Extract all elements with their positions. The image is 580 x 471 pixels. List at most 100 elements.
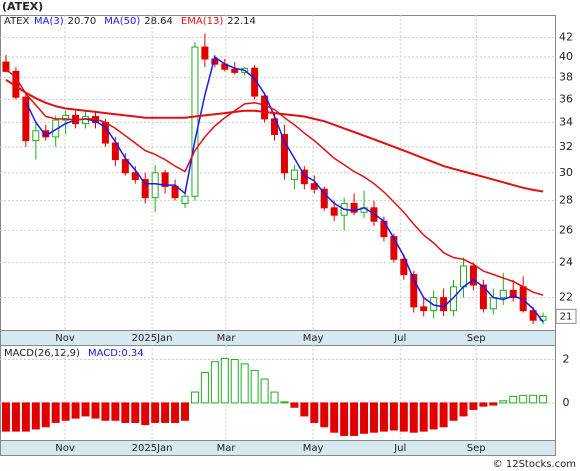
candle-body (489, 297, 497, 310)
y-tick-label: 40 (559, 50, 573, 63)
ma-line (25, 55, 544, 323)
macd-bar (200, 372, 209, 404)
candle-body (400, 258, 408, 276)
ma-line (5, 78, 544, 193)
legend-symbol: ATEX (4, 16, 29, 27)
chart-title: (ATEX) (2, 0, 43, 13)
macd-bar (190, 391, 199, 404)
y-tick-label: 32 (559, 140, 573, 153)
macd-bar (429, 402, 438, 430)
macd-bar (101, 402, 110, 421)
candle-body (131, 172, 139, 181)
macd-bar (81, 402, 90, 417)
macd-bar (479, 402, 488, 407)
macd-bar (399, 402, 408, 432)
y-tick-label: 28 (559, 194, 573, 207)
candle-body (509, 289, 517, 299)
macd-bar (300, 402, 309, 417)
candle-body (469, 265, 477, 286)
x-tick-label: May (303, 443, 324, 454)
macd-bar (330, 402, 339, 433)
macd-subtitle: MACD:0.34 (88, 348, 144, 359)
macd-bar (290, 402, 299, 408)
legend-name: EMA(13) (181, 16, 223, 27)
candle-body (171, 185, 179, 199)
macd-bar (310, 402, 319, 423)
candle-body (151, 172, 159, 199)
y-tick-label: 42 (559, 30, 573, 43)
macd-bar (41, 402, 50, 428)
x-tick-label: Nov (55, 333, 75, 344)
y-tick-label: 36 (559, 92, 573, 105)
macd-bar (499, 400, 508, 404)
macd-bar (529, 394, 538, 404)
y-tick-label: 24 (559, 256, 573, 269)
macd-bar (519, 394, 528, 404)
macd-bar (379, 402, 388, 432)
candle-body (62, 114, 70, 121)
macd-bar (1, 402, 10, 432)
candle-body (310, 183, 318, 190)
candle-body (290, 169, 298, 181)
macd-bar (240, 363, 249, 404)
candle-body (22, 96, 30, 142)
macd-bar (61, 402, 70, 421)
legend-value: 28.64 (144, 16, 173, 27)
y-tick-label: 22 (559, 291, 573, 304)
macd-bar (111, 402, 120, 421)
candle-body (529, 310, 537, 321)
candle-body (231, 68, 239, 73)
macd-bar (151, 402, 160, 423)
y-tick-label: 30 (559, 166, 573, 179)
x-tick-label: 2025Jan (132, 443, 173, 454)
macd-bar (91, 402, 100, 419)
macd-bar (270, 391, 279, 404)
legend-name: MA(50) (104, 16, 140, 27)
y-tick-label: 38 (559, 71, 573, 84)
candle-body (271, 118, 279, 135)
macd-date-strip (0, 440, 556, 456)
y-tick-label: 2 (563, 353, 570, 366)
macd-bar (509, 395, 518, 404)
macd-bar (131, 402, 140, 423)
macd-bar (161, 402, 170, 423)
macd-bar (340, 402, 349, 436)
candle-body (410, 274, 418, 308)
x-tick-label: Sep (467, 443, 486, 454)
macd-bar (439, 402, 448, 428)
macd-bar (360, 402, 369, 434)
macd-title: MACD(26,12,9) (4, 348, 80, 359)
y-tick-label: 34 (559, 115, 573, 128)
macd-bar (539, 395, 548, 404)
macd-bar (369, 402, 378, 433)
legend-value: 22.14 (227, 16, 256, 27)
candle-body (479, 284, 487, 310)
x-tick-label: Nov (55, 443, 75, 454)
watermark: © 12Stocks.com (493, 459, 576, 470)
x-tick-label: Mar (217, 443, 237, 454)
candle-body (450, 286, 458, 312)
macd-bar (21, 402, 30, 432)
legend-name: MA(3) (34, 16, 64, 27)
candle-body (2, 61, 10, 72)
macd-bar (469, 402, 478, 410)
macd-bar (71, 402, 80, 419)
macd-bar (220, 357, 229, 404)
candle-body (121, 159, 129, 174)
macd-bar (419, 402, 428, 432)
candle-body (141, 179, 149, 199)
candle-body (459, 265, 467, 288)
macd-bar (320, 402, 329, 428)
candle-body (420, 306, 428, 312)
macd-bar (51, 402, 60, 423)
macd-bar (11, 402, 20, 432)
x-tick-label: May (303, 333, 324, 344)
legend-value: 20.70 (68, 16, 97, 27)
candle-body (280, 133, 288, 174)
candle-body (261, 95, 269, 120)
x-tick-label: 2025Jan (132, 333, 173, 344)
macd-bar (141, 402, 150, 426)
x-tick-label: Sep (467, 333, 486, 344)
macd-bar (181, 402, 189, 421)
